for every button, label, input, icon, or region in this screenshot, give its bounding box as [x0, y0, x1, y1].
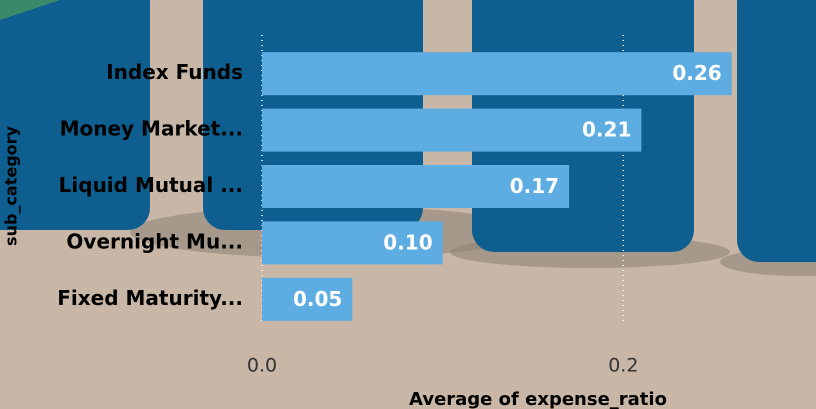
decor-shape: [737, 0, 816, 262]
y-axis-title: sub_category: [2, 125, 21, 245]
bar: [262, 165, 570, 208]
x-tick-label: 0.2: [608, 355, 638, 377]
y-tick-label: Liquid Mutual ...: [59, 173, 243, 197]
y-tick-label: Fixed Maturity...: [57, 286, 243, 310]
bar: [262, 221, 443, 265]
y-tick-label: Overnight Mu...: [66, 229, 243, 253]
bar: [262, 277, 353, 321]
y-tick-label: Money Market...: [60, 117, 243, 141]
data-label: 0.17: [510, 174, 559, 198]
decor-shape: [0, 0, 60, 20]
bar: [262, 108, 642, 152]
y-tick-label: Index Funds: [106, 60, 243, 84]
data-label: 0.21: [582, 118, 631, 142]
x-tick-label: 0.0: [247, 355, 277, 377]
data-label: 0.10: [383, 230, 432, 254]
x-axis-title: Average of expense_ratio: [409, 389, 667, 409]
bar: [262, 52, 732, 96]
data-label: 0.05: [293, 287, 342, 311]
decor-shape: [0, 0, 150, 230]
data-label: 0.26: [672, 61, 721, 85]
